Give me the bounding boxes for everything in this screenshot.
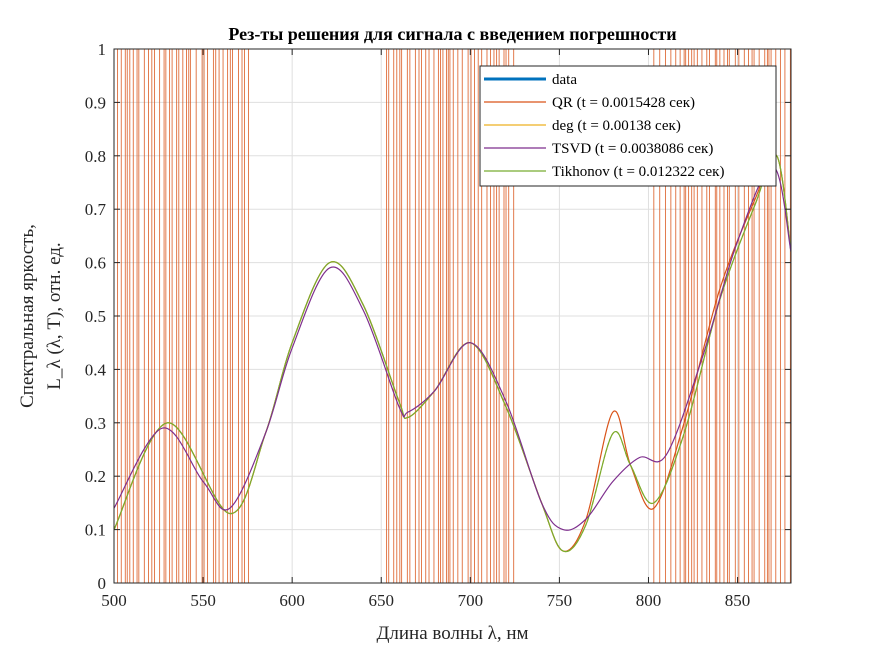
x-axis-label: Длина волны λ, нм <box>376 623 528 644</box>
legend: data QR (t = 0.0015428 сек) deg (t = 0.001… <box>479 65 777 187</box>
legend-item-qr: QR (t = 0.0015428 сек) <box>484 95 695 111</box>
x-tick-label: 550 <box>190 591 216 610</box>
x-tick-label: 500 <box>101 591 127 610</box>
x-tick-label: 850 <box>725 591 751 610</box>
legend-box <box>479 65 777 187</box>
legend-item-data: data <box>484 72 577 88</box>
legend-label: QR (t = 0.0015428 сек) <box>552 95 695 111</box>
x-tick-labels: 500 550 600 650 700 750 800 850 <box>101 591 750 610</box>
y-axis-label: Спектральная яркость, L_λ (λ, T), отн. е… <box>17 224 65 408</box>
y-tick-label: 0.1 <box>85 521 106 540</box>
y-tick-label: 0.3 <box>85 414 106 433</box>
legend-item-tikhonov: Tikhonov (t = 0.012322 сек) <box>484 164 724 180</box>
x-tick-label: 700 <box>458 591 484 610</box>
x-tick-label: 800 <box>636 591 662 610</box>
y-tick-label: 0.9 <box>85 93 106 112</box>
tsvd-line <box>114 165 791 531</box>
y-tick-label: 1 <box>98 40 107 59</box>
y-tick-label: 0.7 <box>85 200 107 219</box>
legend-item-tsvd: TSVD (t = 0.0038086 сек) <box>484 141 713 157</box>
legend-label: Tikhonov (t = 0.012322 сек) <box>552 164 724 180</box>
legend-label: TSVD (t = 0.0038086 сек) <box>552 141 713 157</box>
y-axis-label-line-1: Спектральная яркость, <box>17 224 38 408</box>
legend-item-deg: deg (t = 0.00138 сек) <box>484 118 681 134</box>
x-tick-label: 600 <box>279 591 305 610</box>
y-tick-label: 0.5 <box>85 307 106 326</box>
y-tick-label: 0.8 <box>85 147 106 166</box>
y-tick-label: 0.2 <box>85 467 106 486</box>
x-tick-label: 750 <box>547 591 573 610</box>
y-tick-label: 0.4 <box>85 360 107 379</box>
ticks <box>113 48 791 584</box>
legend-label: data <box>552 72 577 88</box>
y-tick-labels: 0 0.1 0.2 0.3 0.4 0.5 0.6 0.7 0.8 0.9 1 <box>85 40 107 593</box>
chart-title: Рез-ты решения для сигнала с введением п… <box>228 24 676 44</box>
series-lines <box>114 153 791 553</box>
y-tick-label: 0 <box>98 574 107 593</box>
y-tick-label: 0.6 <box>85 254 106 273</box>
y-axis-label-line-2: L_λ (λ, T), отн. ед. <box>44 242 65 389</box>
x-tick-label: 650 <box>368 591 394 610</box>
legend-label: deg (t = 0.00138 сек) <box>552 118 681 134</box>
